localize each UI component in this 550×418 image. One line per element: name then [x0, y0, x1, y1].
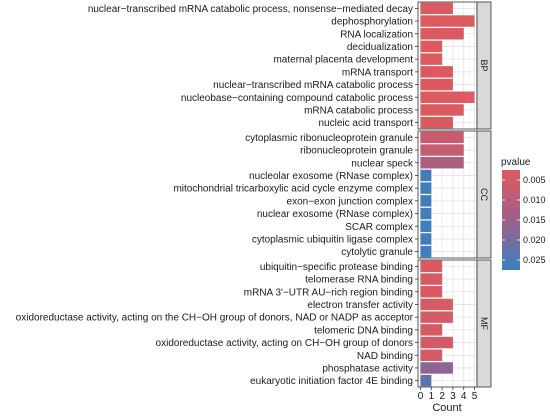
bar: [420, 169, 432, 182]
bar: [420, 2, 453, 15]
bar: [420, 245, 432, 258]
bar: [420, 15, 475, 27]
term-label: nuclear speck: [351, 158, 414, 169]
term-label: mRNA catabolic process: [304, 105, 413, 116]
bar: [420, 104, 464, 116]
bar: [420, 220, 432, 232]
bar: [420, 195, 432, 207]
bar: [420, 207, 432, 220]
term-label: mRNA transport: [342, 67, 413, 78]
term-label: oxidoreductase activity, acting on CH−OH…: [156, 338, 413, 349]
term-label: exon−exon junction complex: [287, 196, 413, 207]
facet-strip-label: CC: [479, 188, 489, 201]
term-label: maternal placenta development: [273, 55, 413, 66]
term-label: ribonucleoprotein granule: [300, 146, 413, 157]
term-label: oxidoreductase activity, acting on the C…: [16, 313, 414, 324]
bar: [420, 260, 443, 273]
facet-strip: [476, 130, 492, 259]
term-label: phosphatase activity: [322, 363, 413, 374]
bar: [420, 157, 464, 169]
term-label: nucleolar exosome (RNase complex): [249, 171, 413, 182]
facet-strip-label: BP: [479, 59, 489, 71]
term-label: cytoplasmic ribonucleoprotein granule: [245, 133, 413, 144]
bar: [420, 40, 443, 53]
legend-tick-label: 0.015: [523, 215, 546, 225]
x-tick-label: 3: [450, 391, 456, 402]
bar: [420, 116, 453, 129]
term-label: decidualization: [347, 42, 413, 53]
term-label: electron transfer activity: [307, 300, 413, 311]
x-tick-label: 4: [461, 391, 467, 402]
bar: [420, 233, 432, 245]
bar: [420, 349, 443, 361]
term-label: nuclear exosome (RNase complex): [257, 209, 413, 220]
bar: [420, 144, 464, 156]
term-label: telomerase RNA binding: [305, 275, 413, 286]
term-label: eukaryotic initiation factor 4E binding: [250, 376, 413, 387]
term-label: RNA localization: [340, 29, 413, 40]
x-tick-label: 1: [429, 391, 435, 402]
facet-cc: cytoplasmic ribonucleoprotein granule rib…: [173, 130, 492, 259]
legend-title: pvalue: [501, 157, 531, 168]
bar: [420, 374, 432, 387]
bar: [420, 311, 453, 323]
term-label: nuclear−transcribed mRNA catabolic proce…: [213, 80, 413, 91]
term-label: dephosphorylation: [331, 17, 413, 28]
term-label: telomeric DNA binding: [314, 325, 413, 336]
legend-tick-label: 0.010: [523, 195, 546, 205]
term-label: mitochondrial tricarboxylic acid cycle e…: [173, 184, 413, 195]
bar: [420, 28, 464, 40]
legend-tick-label: 0.005: [523, 175, 546, 185]
bar: [420, 324, 443, 336]
term-label: nucleobase−containing compound catabolic…: [181, 93, 413, 104]
bar: [420, 273, 443, 285]
x-axis-title: Count: [432, 402, 461, 414]
term-label: NAD binding: [357, 351, 413, 362]
term-label: cytolytic granule: [341, 247, 413, 258]
term-label: nucleic acid transport: [319, 118, 414, 129]
bar: [420, 53, 443, 65]
bar: [420, 362, 453, 374]
x-tick-label: 2: [439, 391, 445, 402]
term-label: mRNA 3'−UTR AU−rich region binding: [244, 287, 413, 298]
term-label: nuclear−transcribed mRNA catabolic proce…: [88, 4, 413, 15]
x-tick-label: 5: [472, 391, 478, 402]
term-label: SCAR complex: [345, 222, 413, 233]
bar: [420, 336, 453, 349]
legend-tick-label: 0.020: [523, 235, 546, 245]
bar: [420, 298, 453, 311]
bar: [420, 286, 443, 298]
term-label: ubiquitin−specific protease binding: [260, 262, 413, 273]
bar: [420, 66, 453, 78]
facet-strip: [476, 259, 492, 388]
x-tick-label: 0: [418, 391, 424, 402]
bar: [420, 131, 464, 144]
facet-strip-label: MF: [479, 317, 489, 330]
legend-ticks: 0.005 0.010 0.015 0.020 0.025: [502, 175, 546, 265]
bar: [420, 182, 432, 194]
bar: [420, 78, 453, 91]
pvalue-legend: pvalue 0.005 0.010 0.015 0.020 0.025: [501, 157, 546, 270]
facet-bp: nuclear−transcribed mRNA catabolic proce…: [88, 1, 492, 130]
bar: [420, 91, 475, 103]
term-label: cytoplasmic ubiquitin ligase complex: [252, 234, 413, 245]
facet-panels: nuclear−transcribed mRNA catabolic proce…: [16, 1, 492, 388]
facet-mf: ubiquitin−specific protease binding telom…: [16, 259, 492, 388]
legend-colorbar: [502, 170, 520, 270]
legend-tick-label: 0.025: [523, 255, 546, 265]
facet-strip: [476, 1, 492, 130]
